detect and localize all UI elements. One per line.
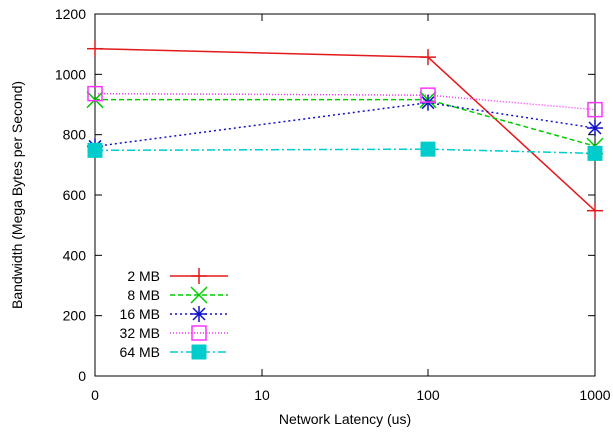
series-4-point — [420, 141, 436, 157]
y-tick-label: 0 — [78, 368, 86, 384]
legend-label: 64 MB — [120, 344, 160, 360]
legend-label: 16 MB — [120, 306, 160, 322]
y-tick-label: 1000 — [55, 66, 86, 82]
series-0-point — [87, 40, 103, 57]
y-tick-label: 800 — [63, 127, 87, 143]
legend-label: 32 MB — [120, 325, 160, 341]
series-line-3 — [94, 92, 596, 111]
series-3-point — [87, 85, 103, 102]
series-line-1 — [95, 98, 596, 147]
series-1-point — [86, 91, 104, 109]
y-tick-label: 600 — [63, 187, 87, 203]
series-4-point — [87, 142, 103, 158]
series-0-point — [587, 202, 603, 219]
legend-marker — [191, 306, 207, 322]
legend-label: 2 MB — [127, 268, 160, 284]
x-tick-label: 1000 — [579, 387, 610, 403]
series-4-point — [587, 145, 603, 161]
series-0-point — [420, 49, 436, 66]
series-3-point — [587, 101, 603, 118]
y-tick-label: 200 — [63, 308, 87, 324]
legend-marker — [190, 286, 208, 304]
x-axis-label: Network Latency (us) — [279, 411, 411, 427]
legend-marker — [191, 344, 207, 360]
series-line-0 — [94, 47, 596, 212]
legend-marker — [191, 325, 207, 341]
y-axis-label: Bandwidth (Mega Bytes per Second) — [9, 81, 25, 309]
x-tick-label: 10 — [254, 387, 270, 403]
y-tick-label: 400 — [63, 247, 87, 263]
x-tick-label: 0 — [91, 387, 99, 403]
plot-frame — [94, 13, 596, 377]
legend-label: 8 MB — [127, 287, 160, 303]
series-line-4 — [94, 148, 596, 155]
series-2-point — [587, 120, 603, 137]
legend-marker — [191, 268, 207, 284]
series-3-point — [420, 87, 436, 103]
y-tick-label: 1200 — [55, 6, 86, 22]
x-tick-label: 100 — [416, 387, 440, 403]
